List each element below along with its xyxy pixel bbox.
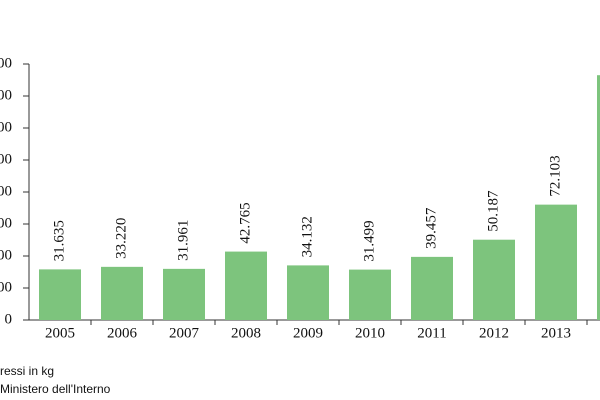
bar <box>473 239 515 320</box>
y-tick-label: 40.000 <box>0 247 12 263</box>
x-tick-label: 2012 <box>479 325 509 341</box>
bar <box>597 75 600 320</box>
x-tick-label: 2010 <box>355 325 385 341</box>
x-tick-label: 2013 <box>541 325 571 341</box>
y-tick-label: 0 <box>5 311 13 327</box>
y-tick-label: 140.000 <box>0 87 12 103</box>
bar <box>163 268 205 320</box>
bar <box>535 204 577 320</box>
note: Ministero dell'Interno <box>0 382 111 396</box>
bar <box>411 256 453 320</box>
x-tick-label: 2007 <box>169 325 200 341</box>
y-tick-label: 100.000 <box>0 151 12 167</box>
y-tick-label: 60.000 <box>0 215 12 231</box>
x-tick-label: 2008 <box>231 325 261 341</box>
value-label: 31.499 <box>361 220 377 261</box>
y-tick-label: 20.000 <box>0 279 12 295</box>
value-label: 31.961 <box>175 220 191 261</box>
value-label: 34.132 <box>299 216 315 257</box>
bar <box>287 265 329 320</box>
value-label: 31.635 <box>51 220 67 261</box>
bar <box>101 266 143 320</box>
value-label: 50.187 <box>485 190 501 232</box>
y-tick-label: 160.000 <box>0 55 12 71</box>
x-tick-label: 2006 <box>107 325 138 341</box>
bar <box>39 269 81 320</box>
bar <box>349 269 391 320</box>
y-tick-label: 120.000 <box>0 119 12 135</box>
bar <box>225 251 267 320</box>
value-label: 33.220 <box>113 218 129 259</box>
y-tick-label: 80.000 <box>0 183 12 199</box>
x-tick-label: 2011 <box>417 325 446 341</box>
note: ressi in kg <box>0 364 54 378</box>
value-label: 72.103 <box>547 155 563 196</box>
x-tick-label: 2005 <box>45 325 75 341</box>
value-label: 42.765 <box>237 202 253 243</box>
value-label: 39.457 <box>423 207 439 249</box>
x-tick-label: 2009 <box>293 325 323 341</box>
